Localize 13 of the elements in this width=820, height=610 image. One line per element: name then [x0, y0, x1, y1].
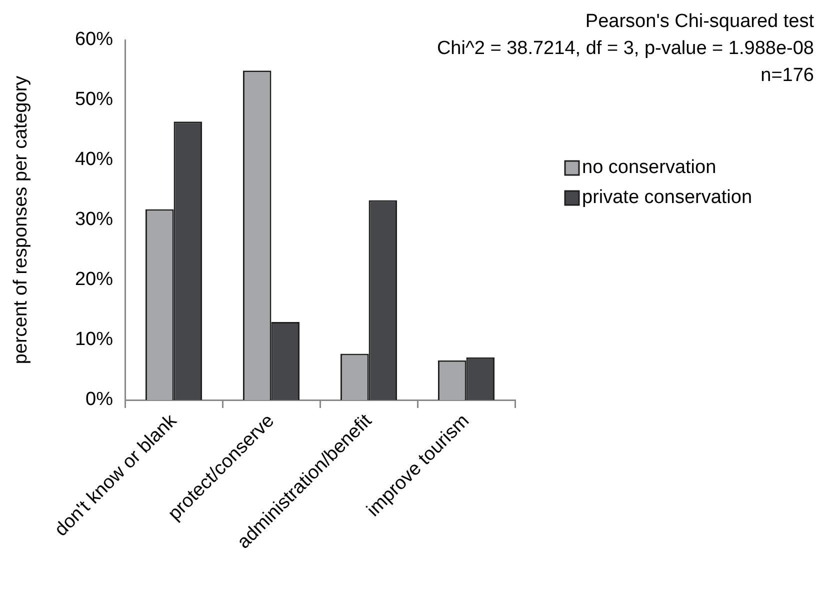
- legend-label: private conservation: [582, 187, 752, 208]
- annotation: Chi^2 = 38.7214, df = 3, p-value = 1.988e-08: [436, 38, 814, 60]
- y-tick-label: 50%: [74, 89, 114, 110]
- y-tick-label: 20%: [74, 269, 114, 290]
- y-tick-label: 0%: [86, 389, 114, 410]
- y-tick-label: 30%: [74, 209, 114, 230]
- y-tick-label: 40%: [74, 149, 114, 170]
- y-axis-title: percent of responses per category: [10, 75, 32, 364]
- text: Pearson's Chi-squared test: [585, 11, 815, 32]
- y-tick-label: 10%: [74, 329, 114, 350]
- y-tick-label: 60%: [74, 29, 114, 50]
- legend-label: no conservation: [582, 157, 716, 178]
- text: n=176: [760, 65, 814, 86]
